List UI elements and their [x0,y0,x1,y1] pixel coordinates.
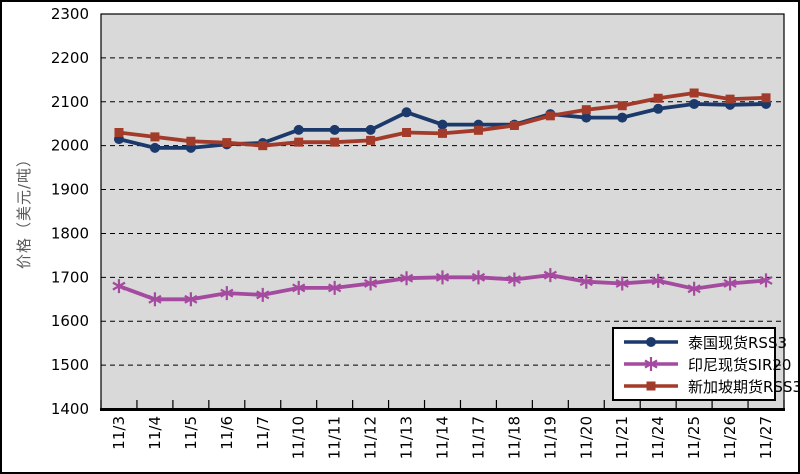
data-point-marker [399,271,414,286]
x-tick-label: 11/3 [110,416,128,450]
data-point-marker [543,268,557,283]
data-point-marker [222,138,232,148]
legend-line-square-icon [624,381,678,391]
legend-entry-indonesia-sir20: 印尼现货SIR20 [622,353,791,375]
data-point-marker [653,93,663,103]
x-tick-label: 11/26 [721,416,739,459]
data-point-marker [402,128,412,137]
data-point-marker [258,141,268,151]
x-tick-label: 11/6 [218,416,236,450]
data-point-marker [723,276,737,291]
y-tick-label: 2100 [51,93,89,111]
x-tick-label: 11/10 [290,416,308,459]
x-tick-label: 11/5 [182,416,200,450]
x-tick-label: 11/17 [469,416,487,459]
data-point-marker [256,287,270,302]
legend-entry-thailand-rss3: 泰国现货RSS3 [622,331,787,353]
data-point-marker [437,119,448,130]
y-tick-label: 1700 [51,268,89,286]
data-point-marker [646,381,656,391]
data-point-marker [651,273,665,288]
data-point-marker [617,101,627,111]
data-point-marker [725,94,735,104]
data-point-marker [114,128,124,137]
legend-label: 新加坡期货RSS3 [688,377,800,396]
data-point-marker [292,280,306,295]
y-tick-label: 1500 [51,356,89,374]
x-tick-label: 11/14 [434,416,452,459]
data-point-marker [220,286,234,301]
data-point-marker [687,281,701,296]
x-tick-label: 11/25 [685,416,703,459]
data-point-marker [579,274,593,289]
data-point-marker [150,132,160,142]
x-tick-label: 11/12 [362,416,380,459]
data-point-marker [689,88,699,98]
data-point-marker [365,124,376,135]
x-tick-label: 11/21 [613,416,631,459]
data-point-marker [148,292,162,307]
x-tick-label: 11/27 [757,416,775,459]
data-point-marker [149,142,160,153]
legend-label: 泰国现货RSS3 [688,333,788,352]
legend: 泰国现货RSS3 印尼现货SIR20 新加坡期货RSS3 [612,327,798,401]
x-tick-label: 11/24 [649,416,667,459]
y-axis-title: 价格（美元/吨） [15,150,33,270]
data-point-marker [328,280,342,295]
x-tick-label: 11/13 [398,416,416,459]
data-point-marker [186,136,196,146]
x-tick-label: 11/7 [254,416,272,450]
data-point-marker [293,124,304,135]
legend-line-asterisk-icon [624,357,678,371]
y-tick-label: 1800 [51,224,89,242]
data-point-marker [401,107,412,118]
y-tick-label: 1900 [51,181,89,199]
y-tick-label: 2300 [51,5,89,23]
data-point-marker [617,112,628,123]
data-point-marker [363,276,378,291]
data-point-marker [545,111,555,121]
data-point-marker [689,98,700,109]
y-tick-label: 2200 [51,49,89,67]
data-point-marker [615,276,629,291]
data-point-marker [329,124,340,135]
x-axis-line [100,408,785,411]
data-point-marker [581,112,592,123]
x-tick-label: 11/18 [505,416,523,459]
x-tick-label: 11/11 [326,416,344,459]
data-point-marker [581,105,591,115]
data-point-marker [761,93,771,103]
data-point-marker [435,270,450,285]
legend-entry-singapore-rss3: 新加坡期货RSS3 [622,375,798,397]
data-point-marker [644,357,658,371]
y-tick-label: 1600 [51,312,89,330]
data-point-marker [646,337,656,347]
y-tick-label: 1400 [51,400,89,418]
legend-line-circle-icon [624,337,678,347]
data-point-marker [294,137,304,147]
data-point-marker [507,272,522,287]
data-point-marker [653,103,664,114]
data-point-marker [438,128,447,138]
data-point-marker [184,292,198,307]
y-tick-label: 2000 [51,137,89,155]
data-point-marker [509,120,519,130]
x-tick-label: 11/20 [577,416,595,459]
legend-label: 印尼现货SIR20 [688,355,792,374]
data-point-marker [112,279,126,294]
data-point-marker [366,135,376,145]
data-point-marker [473,125,483,135]
data-point-marker [330,137,340,147]
data-point-marker [471,270,486,285]
x-tick-label: 11/19 [541,416,559,459]
data-point-marker [759,273,773,288]
x-tick-label: 11/4 [146,416,164,450]
